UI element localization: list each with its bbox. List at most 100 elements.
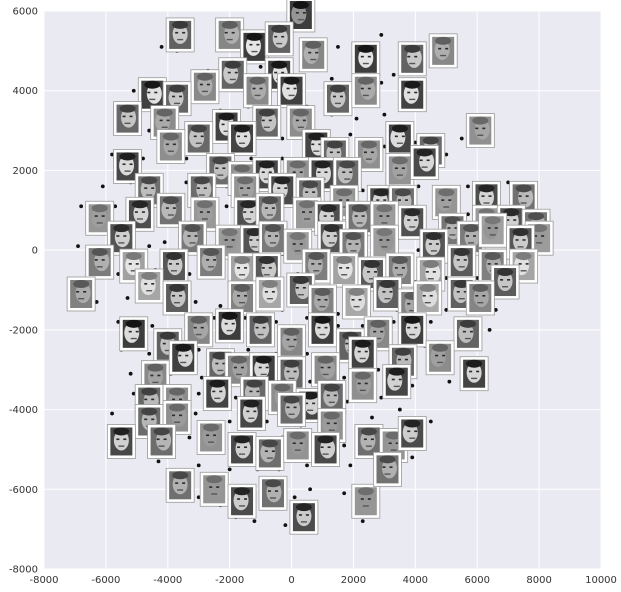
- mouth-shape: [381, 246, 388, 248]
- eye-shape: [317, 298, 321, 301]
- face-thumbnail: [289, 499, 319, 535]
- hair-shape: [175, 343, 192, 352]
- hair-shape: [264, 479, 281, 488]
- hair-shape: [404, 44, 421, 53]
- eye-shape: [154, 91, 158, 94]
- mouth-shape: [464, 337, 471, 340]
- eye-shape: [394, 135, 398, 138]
- eye-shape: [487, 263, 491, 265]
- face-shape: [392, 159, 408, 180]
- eye-shape: [487, 227, 491, 229]
- eye-shape: [475, 127, 479, 130]
- face-thumbnail: [323, 81, 353, 117]
- hair-shape: [169, 387, 186, 396]
- eye-shape: [326, 235, 330, 237]
- eye-shape: [318, 143, 322, 146]
- mouth-shape: [174, 301, 181, 304]
- hair-shape: [91, 248, 108, 257]
- eye-shape: [261, 119, 265, 122]
- face-thumbnail: [66, 276, 96, 312]
- eye-shape: [329, 151, 333, 154]
- mouth-shape: [297, 294, 304, 296]
- hair-shape: [295, 503, 312, 512]
- hair-shape: [141, 407, 158, 416]
- mouth-shape: [242, 194, 249, 196]
- hair-shape: [336, 188, 353, 197]
- eye-shape: [397, 199, 401, 201]
- scatter-point: [196, 347, 201, 352]
- scatter-point: [370, 415, 374, 420]
- scatter-point: [413, 140, 418, 145]
- eye-shape: [274, 71, 278, 74]
- eye-shape: [357, 350, 361, 353]
- hair-shape: [156, 108, 173, 117]
- mouth-shape: [201, 218, 208, 220]
- hair-shape: [503, 208, 520, 217]
- face-thumbnail: [119, 316, 149, 352]
- eye-shape: [144, 398, 148, 401]
- mouth-shape: [328, 401, 335, 404]
- eye-shape: [172, 294, 176, 297]
- hair-shape: [292, 108, 309, 117]
- eye-shape: [320, 446, 324, 449]
- mouth-shape: [263, 274, 270, 276]
- face-thumbnail: [190, 69, 220, 105]
- hair-shape: [308, 132, 325, 141]
- face-shape: [262, 282, 278, 303]
- eye-shape: [312, 191, 316, 193]
- eye-shape: [101, 259, 105, 261]
- eye-shape: [326, 422, 330, 425]
- scatter-point: [391, 72, 396, 77]
- face-thumbnail: [113, 101, 142, 137]
- scatter-point: [360, 188, 365, 193]
- hair-shape: [320, 204, 337, 213]
- face-thumbnail: [240, 29, 269, 65]
- mouth-shape: [239, 142, 246, 144]
- eye-shape: [374, 271, 378, 273]
- hair-shape: [196, 200, 213, 209]
- y-tick-label: 6000: [13, 7, 38, 18]
- face-thumbnail: [255, 276, 285, 312]
- hair-shape: [283, 395, 300, 404]
- mouth-shape: [520, 270, 527, 272]
- eye-shape: [308, 51, 312, 54]
- hair-shape: [141, 272, 158, 281]
- face-thumbnail: [397, 204, 427, 240]
- eye-shape: [151, 187, 155, 189]
- eye-shape: [432, 271, 436, 273]
- mouth-shape: [263, 126, 270, 128]
- hair-shape: [326, 140, 343, 149]
- eye-shape: [302, 119, 306, 122]
- face-thumbnail: [277, 392, 306, 427]
- y-axis-ticks: -8000 -6000 -4000 -2000 0 2000 4000 6000: [9, 7, 38, 576]
- mouth-shape: [304, 218, 311, 220]
- face-shape: [466, 362, 482, 383]
- mouth-shape: [288, 94, 295, 97]
- mouth-shape: [288, 377, 295, 380]
- face-thumbnail: [243, 73, 272, 109]
- scatter-point: [444, 276, 449, 280]
- scatter-point: [342, 443, 347, 448]
- eye-shape: [128, 263, 132, 265]
- eye-shape: [268, 171, 272, 174]
- mouth-shape: [195, 142, 202, 144]
- eye-shape: [286, 87, 290, 90]
- eye-shape: [277, 187, 281, 189]
- mouth-shape: [266, 297, 273, 300]
- scatter-point: [354, 116, 359, 121]
- face-thumbnail: [162, 280, 192, 316]
- eye-shape: [237, 446, 241, 449]
- eye-shape: [351, 298, 355, 301]
- eye-shape: [345, 342, 349, 345]
- face-shape: [197, 203, 213, 224]
- hair-shape: [360, 140, 377, 149]
- eye-shape: [299, 442, 303, 445]
- hair-shape: [184, 224, 201, 233]
- hair-shape: [354, 371, 371, 380]
- eye-shape: [295, 119, 299, 122]
- hair-shape: [453, 248, 470, 257]
- eye-shape: [367, 498, 371, 500]
- eye-shape: [159, 119, 163, 122]
- hair-shape: [141, 176, 158, 185]
- eye-shape: [284, 187, 288, 189]
